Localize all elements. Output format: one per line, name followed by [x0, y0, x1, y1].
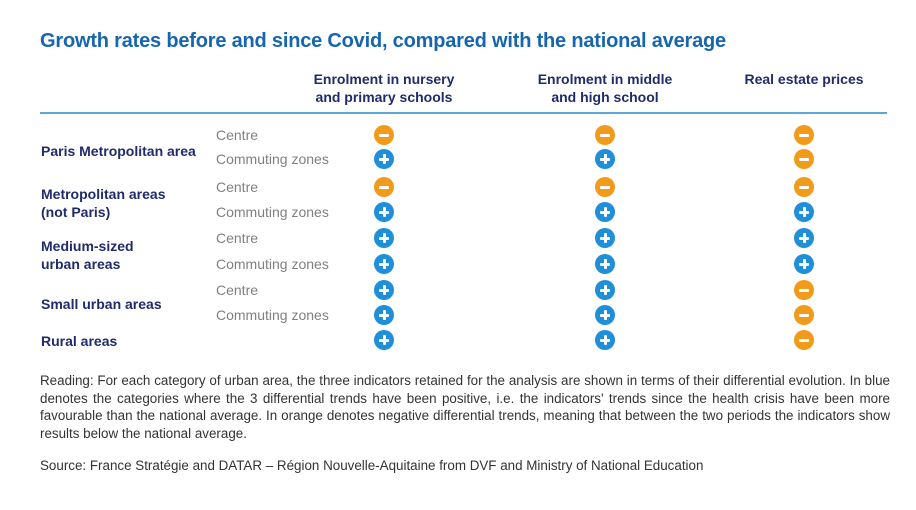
plus-icon — [595, 202, 615, 222]
subcategory-label: Commuting zones — [216, 307, 329, 323]
plus-icon — [794, 202, 814, 222]
plus-icon — [794, 254, 814, 274]
subcategory-label: Centre — [216, 127, 259, 143]
category-label: Paris Metropolitan area — [41, 143, 196, 159]
plus-icon — [595, 254, 615, 274]
column-header-2: Enrolment in middle and high school — [537, 71, 673, 105]
minus-icon — [794, 305, 814, 325]
subcategory-label: Commuting zones — [216, 204, 329, 220]
plus-icon — [374, 149, 394, 169]
category-label: Medium-sized urban areas — [41, 238, 134, 272]
plus-icon — [374, 228, 394, 248]
column-header-1: Enrolment in nursery and primary schools — [313, 71, 455, 105]
plus-icon — [794, 228, 814, 248]
category-label: Metropolitan areas (not Paris) — [41, 186, 166, 220]
plus-icon — [595, 280, 615, 300]
plus-icon — [374, 280, 394, 300]
minus-icon — [794, 149, 814, 169]
minus-icon — [794, 125, 814, 145]
subcategory-label: Centre — [216, 179, 259, 195]
subcategory-label: Centre — [216, 282, 259, 298]
minus-icon — [794, 177, 814, 197]
subcategory-label: Commuting zones — [216, 256, 329, 272]
plus-icon — [595, 330, 615, 350]
plus-icon — [374, 202, 394, 222]
plus-icon — [595, 305, 615, 325]
column-header-3: Real estate prices — [744, 71, 864, 87]
plus-icon — [374, 330, 394, 350]
plus-icon — [595, 149, 615, 169]
plus-icon — [374, 254, 394, 274]
minus-icon — [794, 330, 814, 350]
minus-icon — [595, 177, 615, 197]
chart-title: Growth rates before and since Covid, com… — [40, 30, 726, 52]
minus-icon — [794, 280, 814, 300]
subcategory-label: Centre — [216, 230, 259, 246]
minus-icon — [374, 177, 394, 197]
category-label: Small urban areas — [41, 296, 162, 312]
header-divider — [40, 112, 887, 114]
plus-icon — [374, 305, 394, 325]
plus-icon — [595, 228, 615, 248]
minus-icon — [374, 125, 394, 145]
subcategory-label: Commuting zones — [216, 151, 329, 167]
category-label: Rural areas — [41, 333, 118, 349]
reading-note: Reading: For each category of urban area… — [40, 373, 890, 441]
minus-icon — [595, 125, 615, 145]
source-note: Source: France Stratégie and DATAR – Rég… — [40, 458, 704, 473]
